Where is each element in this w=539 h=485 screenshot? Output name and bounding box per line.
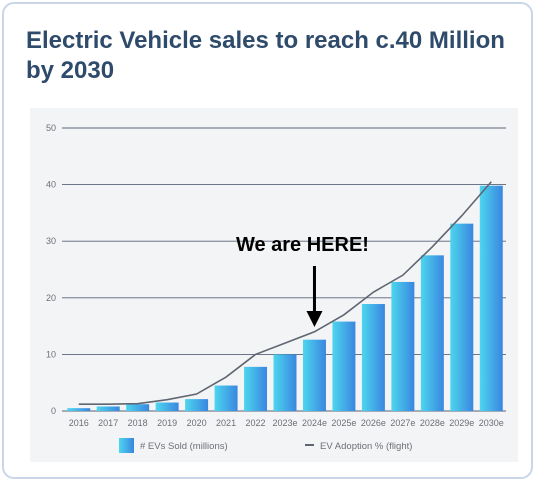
y-tick-label: 50 [46,123,56,133]
y-tick-label: 20 [46,293,56,303]
bar-2021 [214,385,238,411]
x-tick-label: 2016 [69,418,89,428]
y-tick-label: 40 [46,180,56,190]
ev-sales-chart: 0 10 20 30 40 50 2016 2017 2018 2019 2020 2021 2022… [46,123,506,453]
bar-2027e [391,281,415,411]
bar-2024e [302,339,326,411]
bar-2025e [332,321,356,411]
x-tick-label: 2023e [272,418,297,428]
bar-2030e [479,185,503,411]
x-tick-label: 2020 [187,418,207,428]
legend-label-line: EV Adoption % (flight) [320,441,412,452]
x-tick-label: 2019 [157,418,177,428]
chart-area: 0 10 20 30 40 50 2016 2017 2018 2019 2020 2021 2022… [30,108,518,462]
bar-2028e [420,255,444,411]
annotation-text: We are HERE! [236,234,369,256]
chart-card: Electric Vehicle sales to reach c.40 Mil… [2,2,533,479]
bar-2022 [244,366,268,411]
x-tick-label: 2025e [331,418,356,428]
x-tick-label: 2029e [449,418,474,428]
bar-2017 [96,406,120,411]
y-tick-label: 0 [51,406,56,416]
x-tick-label: 2024e [302,418,327,428]
legend-label-bars: # EVs Sold (millions) [140,441,228,452]
legend-swatch-bars [119,438,134,453]
bar-2020 [185,399,209,411]
y-tick-label: 30 [46,236,56,246]
x-tick-label: 2030e [479,418,504,428]
annotation-arrow-head [306,311,323,327]
bar-2016 [67,408,91,411]
x-tick-label: 2027e [390,418,415,428]
bar-2023e [273,354,297,411]
x-tick-label: 2018 [128,418,148,428]
x-tick-label: 2021 [216,418,236,428]
adoption-line [78,181,492,406]
x-tick-label: 2026e [361,418,386,428]
y-tick-label: 10 [46,349,56,359]
x-tick-label: 2022 [246,418,266,428]
x-tick-label: 2028e [420,418,445,428]
bar-2019 [155,402,179,411]
bar-2018 [126,404,150,411]
bar-2026e [361,304,385,411]
bar-2029e [450,223,474,411]
card-title: Electric Vehicle sales to reach c.40 Mil… [26,27,505,84]
x-tick-label: 2017 [98,418,118,428]
